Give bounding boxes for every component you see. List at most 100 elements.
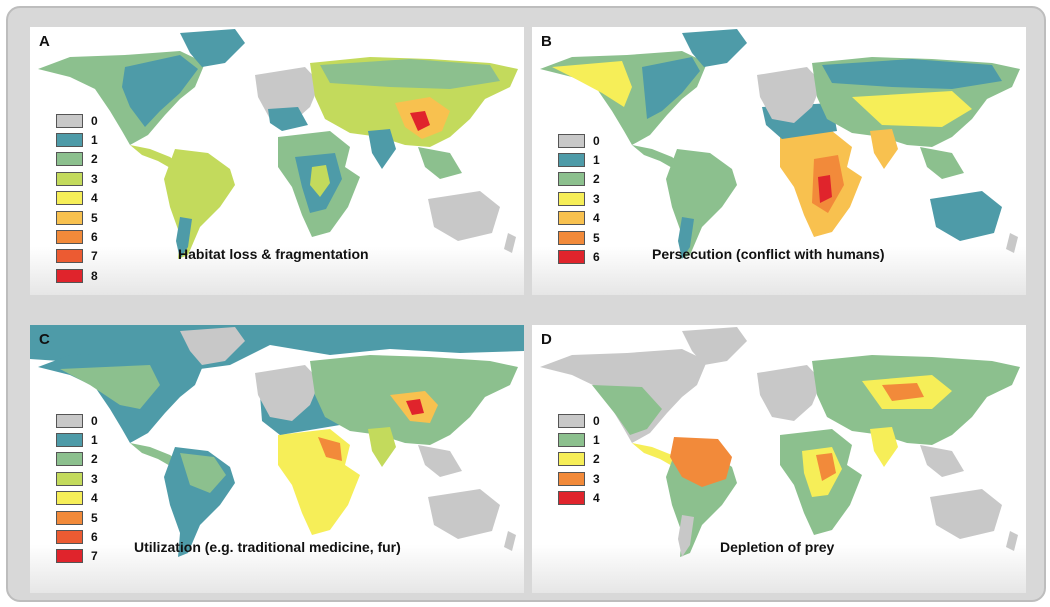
southeast-asia xyxy=(418,445,462,477)
south-america-south xyxy=(678,217,694,259)
legend-swatch xyxy=(56,113,83,128)
europe xyxy=(757,67,822,123)
legend-label: 6 xyxy=(91,530,98,545)
legend-swatch xyxy=(56,210,83,225)
legend-label: 2 xyxy=(91,452,98,467)
legend-label: 0 xyxy=(91,113,98,128)
india xyxy=(368,129,396,169)
world-map-c xyxy=(30,325,524,557)
legend-swatch xyxy=(558,452,585,467)
legend-row: 5 xyxy=(558,228,600,247)
legend-label: 5 xyxy=(91,510,98,525)
legend-swatch xyxy=(56,268,83,283)
africa-hot2 xyxy=(818,175,832,203)
south-america-south xyxy=(678,515,694,557)
panel-caption: Habitat loss & fragmentation xyxy=(178,246,369,262)
legend-label: 2 xyxy=(91,152,98,167)
legend-label: 4 xyxy=(593,211,600,226)
legend-swatch xyxy=(56,133,83,148)
legend-label: 1 xyxy=(91,433,98,448)
europe xyxy=(757,365,822,421)
legend-row: 3 xyxy=(56,169,98,188)
panel-letter: D xyxy=(541,331,552,348)
panel-letter: B xyxy=(541,33,552,50)
greenland xyxy=(180,29,245,67)
panel-caption: Utilization (e.g. traditional medicine, … xyxy=(134,539,401,555)
africa-hot2 xyxy=(816,453,836,481)
legend-row: 4 xyxy=(56,489,98,508)
legend-label: 0 xyxy=(91,413,98,428)
legend-label: 0 xyxy=(593,133,600,148)
greenland xyxy=(682,29,747,67)
legend-a: 0 1 2 3 4 5 6 7 8 xyxy=(56,111,98,286)
legend-label: 6 xyxy=(91,230,98,245)
india xyxy=(870,129,898,169)
legend-swatch xyxy=(558,433,585,448)
legend-row: 1 xyxy=(56,430,98,449)
legend-label: 1 xyxy=(91,133,98,148)
new-zealand xyxy=(1006,531,1018,551)
legend-swatch xyxy=(56,491,83,506)
legend-label: 4 xyxy=(593,491,600,506)
legend-row: 6 xyxy=(56,527,98,546)
map-panel-a: A 0 1 2 3 4 5 6 7 8 Habitat loss & fragm… xyxy=(30,27,524,295)
south-america xyxy=(164,149,235,259)
legend-label: 1 xyxy=(593,433,600,448)
south-america-inner xyxy=(180,453,226,493)
legend-row: 3 xyxy=(558,189,600,208)
legend-row: 2 xyxy=(558,450,600,469)
legend-row: 4 xyxy=(558,489,600,508)
legend-c: 0 1 2 3 4 5 6 7 xyxy=(56,411,98,566)
legend-swatch xyxy=(56,452,83,467)
africa-hot xyxy=(310,165,330,197)
north-america-east xyxy=(642,57,700,119)
australia xyxy=(428,191,500,241)
south-america-south xyxy=(176,217,192,259)
southeast-asia xyxy=(920,445,964,477)
legend-label: 1 xyxy=(593,153,600,168)
legend-label: 7 xyxy=(91,249,98,264)
legend-row: 1 xyxy=(56,130,98,149)
legend-label: 0 xyxy=(593,413,600,428)
asia-north xyxy=(822,59,1002,89)
legend-row: 6 xyxy=(558,247,600,266)
legend-row: 7 xyxy=(56,547,98,566)
new-zealand xyxy=(504,531,516,551)
legend-label: 8 xyxy=(91,268,98,283)
southeast-asia xyxy=(920,147,964,179)
legend-row: 4 xyxy=(558,209,600,228)
legend-label: 3 xyxy=(91,171,98,186)
panel-caption: Persecution (conflict with humans) xyxy=(652,246,885,262)
world-map-d xyxy=(540,327,1020,557)
panel-letter: C xyxy=(39,331,50,348)
new-zealand xyxy=(1006,233,1018,253)
legend-row: 2 xyxy=(558,170,600,189)
legend-swatch xyxy=(558,413,585,428)
legend-row: 3 xyxy=(558,469,600,488)
legend-label: 5 xyxy=(91,210,98,225)
north-america-south xyxy=(592,385,662,435)
legend-row: 0 xyxy=(56,411,98,430)
legend-swatch xyxy=(56,230,83,245)
legend-row: 4 xyxy=(56,189,98,208)
legend-label: 6 xyxy=(593,250,600,265)
north-america-east xyxy=(122,55,198,127)
legend-row: 1 xyxy=(558,150,600,169)
legend-swatch xyxy=(56,413,83,428)
legend-swatch xyxy=(558,491,585,506)
india xyxy=(368,427,396,467)
north-america-inner xyxy=(60,365,160,409)
legend-label: 3 xyxy=(593,471,600,486)
legend-label: 3 xyxy=(91,471,98,486)
north-america-west xyxy=(552,61,632,107)
panel-letter: A xyxy=(39,33,50,50)
legend-row: 3 xyxy=(56,469,98,488)
africa-hot xyxy=(318,437,342,461)
map-panel-b: B 0 1 2 3 4 5 6 Persecution (conflict wi… xyxy=(532,27,1026,295)
legend-row: 0 xyxy=(558,131,600,150)
legend-swatch xyxy=(558,133,585,148)
legend-swatch xyxy=(56,191,83,206)
legend-row: 8 xyxy=(56,266,98,285)
europe xyxy=(255,365,320,421)
legend-label: 4 xyxy=(91,491,98,506)
